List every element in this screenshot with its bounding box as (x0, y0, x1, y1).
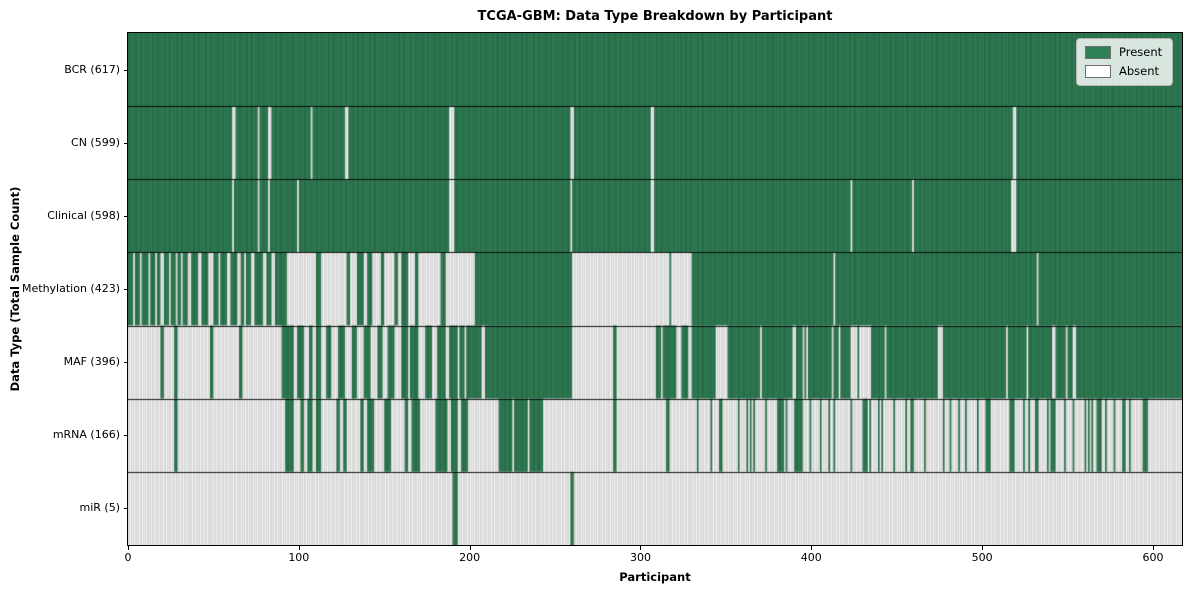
y-tick-mark (124, 143, 128, 144)
legend-swatch-present (1085, 46, 1111, 59)
chart-title: TCGA-GBM: Data Type Breakdown by Partici… (477, 9, 833, 24)
x-tick-label-300: 300 (629, 551, 651, 564)
y-tick-mark (124, 508, 128, 509)
y-tick-label-CN: CN (599) (71, 135, 120, 149)
y-tick-label-Clinical: Clinical (598) (47, 208, 120, 222)
legend: Present Absent (1076, 38, 1174, 86)
y-tick-label-mRNA: mRNA (166) (52, 428, 120, 442)
x-tick-label-0: 0 (124, 551, 132, 564)
x-tick-mark (1153, 546, 1154, 550)
x-tick-mark (299, 546, 300, 550)
heatmap-canvas (128, 33, 1182, 545)
plot-area (127, 32, 1183, 546)
y-tick-label-BCR: BCR (617) (64, 62, 120, 76)
x-tick-label-400: 400 (800, 551, 822, 564)
x-tick-mark (640, 546, 641, 550)
y-tick-mark (124, 289, 128, 290)
x-tick-label-100: 100 (288, 551, 310, 564)
legend-label: Present (1119, 45, 1163, 59)
x-axis-title: Participant (619, 570, 691, 584)
x-tick-label-500: 500 (971, 551, 993, 564)
x-tick-label-600: 600 (1142, 551, 1164, 564)
y-tick-mark (124, 70, 128, 71)
y-tick-label-Methylation: Methylation (423) (22, 282, 120, 295)
legend-label: Absent (1119, 64, 1160, 78)
x-tick-mark (982, 546, 983, 550)
y-tick-mark (124, 435, 128, 436)
x-tick-mark (470, 546, 471, 550)
y-tick-mark (124, 362, 128, 363)
x-tick-label-200: 200 (459, 551, 481, 564)
x-tick-mark (811, 546, 812, 550)
legend-item-present: Present (1085, 46, 1162, 59)
legend-swatch-absent (1085, 65, 1111, 78)
y-tick-label-miR: miR (5) (79, 501, 121, 515)
y-tick-mark (124, 216, 128, 217)
legend-item-absent: Absent (1085, 65, 1162, 78)
y-tick-label-MAF: MAF (396) (63, 355, 120, 369)
x-tick-mark (128, 546, 129, 550)
